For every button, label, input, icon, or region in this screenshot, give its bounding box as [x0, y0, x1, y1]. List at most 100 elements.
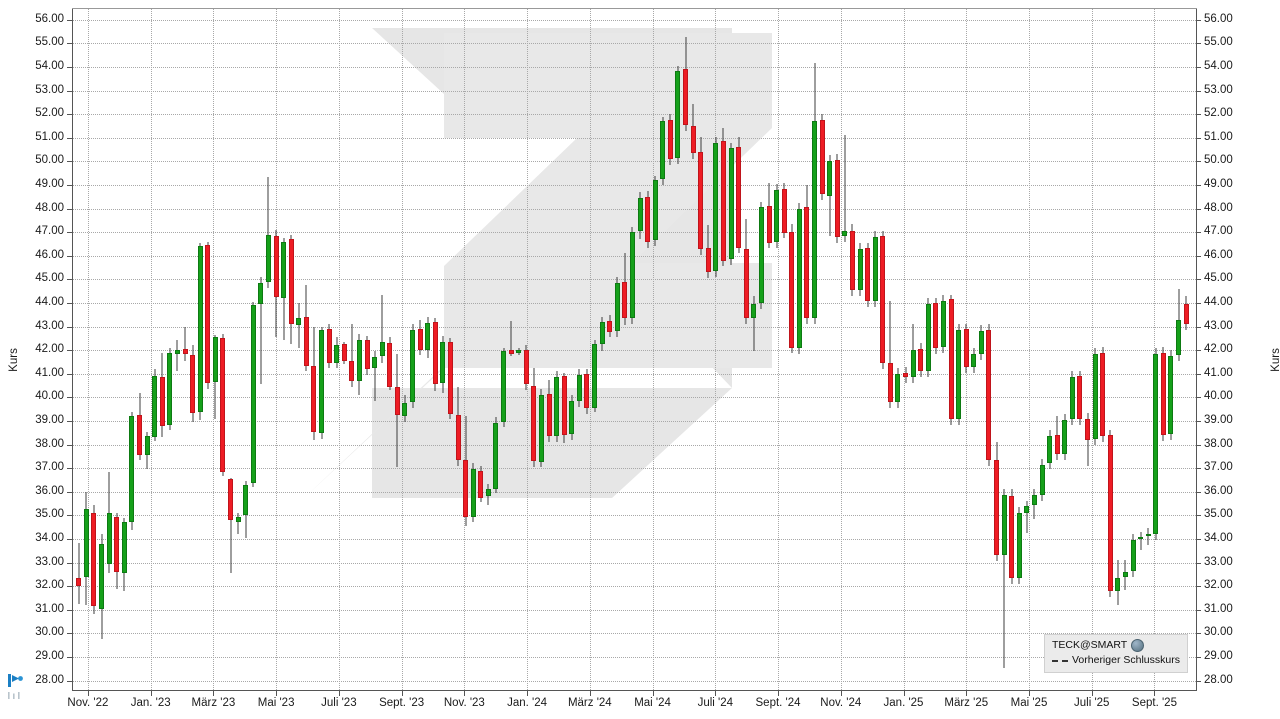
- candle[interactable]: [265, 8, 271, 690]
- candle[interactable]: [144, 8, 150, 690]
- candle[interactable]: [182, 8, 188, 690]
- candle[interactable]: [212, 8, 218, 690]
- candle[interactable]: [758, 8, 764, 690]
- candle[interactable]: [660, 8, 666, 690]
- candle[interactable]: [334, 8, 340, 690]
- candle[interactable]: [569, 8, 575, 690]
- candle[interactable]: [637, 8, 643, 690]
- candle[interactable]: [872, 8, 878, 690]
- candle[interactable]: [622, 8, 628, 690]
- candle[interactable]: [963, 8, 969, 690]
- candle[interactable]: [933, 8, 939, 690]
- candle[interactable]: [319, 8, 325, 690]
- candle[interactable]: [1001, 8, 1007, 690]
- candle[interactable]: [592, 8, 598, 690]
- candle[interactable]: [561, 8, 567, 690]
- candle[interactable]: [683, 8, 689, 690]
- candle[interactable]: [1122, 8, 1128, 690]
- candle[interactable]: [76, 8, 82, 690]
- candle[interactable]: [1062, 8, 1068, 690]
- candle[interactable]: [1183, 8, 1189, 690]
- candle[interactable]: [83, 8, 89, 690]
- candle[interactable]: [159, 8, 165, 690]
- candle[interactable]: [417, 8, 423, 690]
- candle[interactable]: [243, 8, 249, 690]
- candle[interactable]: [895, 8, 901, 690]
- candle[interactable]: [99, 8, 105, 690]
- candle[interactable]: [311, 8, 317, 690]
- candle[interactable]: [728, 8, 734, 690]
- candle[interactable]: [978, 8, 984, 690]
- candle[interactable]: [341, 8, 347, 690]
- candle[interactable]: [887, 8, 893, 690]
- candle[interactable]: [273, 8, 279, 690]
- plot-area[interactable]: [72, 8, 1196, 690]
- candle[interactable]: [599, 8, 605, 690]
- candle[interactable]: [667, 8, 673, 690]
- candle[interactable]: [296, 8, 302, 690]
- candle[interactable]: [516, 8, 522, 690]
- candle[interactable]: [410, 8, 416, 690]
- candle[interactable]: [751, 8, 757, 690]
- candle[interactable]: [447, 8, 453, 690]
- candle[interactable]: [114, 8, 120, 690]
- candle[interactable]: [675, 8, 681, 690]
- candle[interactable]: [781, 8, 787, 690]
- candle[interactable]: [925, 8, 931, 690]
- candle[interactable]: [1054, 8, 1060, 690]
- candle[interactable]: [607, 8, 613, 690]
- candle[interactable]: [865, 8, 871, 690]
- candle[interactable]: [1024, 8, 1030, 690]
- candle[interactable]: [364, 8, 370, 690]
- candle[interactable]: [228, 8, 233, 690]
- candle[interactable]: [250, 8, 256, 690]
- candle[interactable]: [303, 8, 309, 690]
- candle[interactable]: [652, 8, 658, 690]
- candle[interactable]: [493, 8, 499, 690]
- candle[interactable]: [432, 8, 438, 690]
- candle[interactable]: [455, 8, 461, 690]
- candle[interactable]: [1168, 8, 1174, 690]
- candle[interactable]: [356, 8, 362, 690]
- candle[interactable]: [842, 8, 848, 690]
- candle[interactable]: [281, 8, 287, 690]
- candle[interactable]: [1153, 8, 1159, 690]
- candle[interactable]: [523, 8, 529, 690]
- candle[interactable]: [554, 8, 560, 690]
- candle[interactable]: [546, 8, 552, 690]
- candle[interactable]: [584, 8, 590, 690]
- candle[interactable]: [121, 8, 127, 690]
- candle[interactable]: [1077, 8, 1083, 690]
- candle[interactable]: [508, 8, 514, 690]
- candle[interactable]: [743, 8, 749, 690]
- candle[interactable]: [501, 8, 507, 690]
- candle[interactable]: [1009, 8, 1015, 690]
- candle[interactable]: [1085, 8, 1091, 690]
- candle[interactable]: [857, 8, 863, 690]
- candle[interactable]: [994, 8, 1000, 690]
- candle[interactable]: [971, 8, 977, 690]
- candle[interactable]: [440, 8, 446, 690]
- candle[interactable]: [235, 8, 241, 690]
- candle[interactable]: [948, 8, 954, 690]
- candle[interactable]: [220, 8, 226, 690]
- candle[interactable]: [349, 8, 355, 690]
- candle[interactable]: [1160, 8, 1166, 690]
- candle[interactable]: [774, 8, 780, 690]
- candle[interactable]: [1069, 8, 1075, 690]
- candle[interactable]: [766, 8, 772, 690]
- candle[interactable]: [137, 8, 142, 690]
- candle[interactable]: [705, 8, 711, 690]
- candle[interactable]: [531, 8, 537, 690]
- candle[interactable]: [387, 8, 393, 690]
- candle[interactable]: [736, 8, 742, 690]
- candle[interactable]: [190, 8, 196, 690]
- candle[interactable]: [698, 8, 704, 690]
- candle[interactable]: [1092, 8, 1098, 690]
- candle[interactable]: [288, 8, 294, 690]
- candle[interactable]: [106, 8, 112, 690]
- candle[interactable]: [827, 8, 833, 690]
- candle[interactable]: [152, 8, 158, 690]
- candle[interactable]: [849, 8, 855, 690]
- candle[interactable]: [629, 8, 635, 690]
